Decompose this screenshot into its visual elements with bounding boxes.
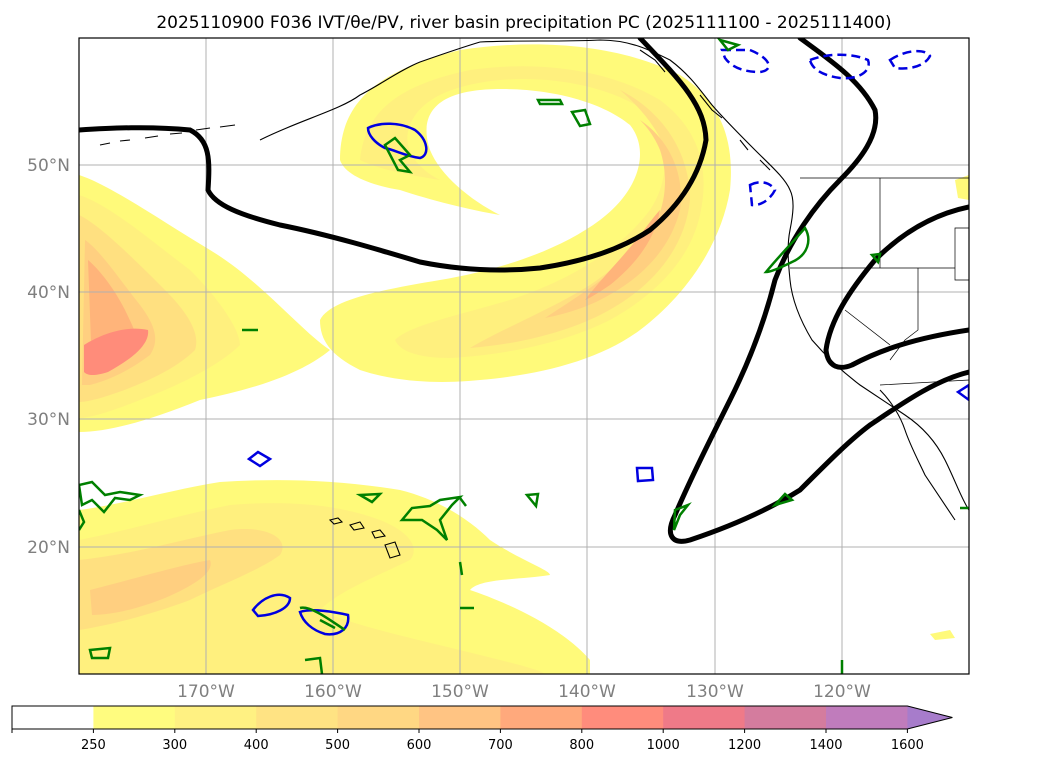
colorbar-tick-label: 1000: [647, 738, 680, 753]
ivt-region-east-small: [955, 175, 969, 200]
figure-title: 2025110900 F036 IVT/θe/PV, river basin p…: [156, 13, 891, 33]
colorbar-segment: [744, 706, 827, 729]
lat-label-50: 50°N: [27, 156, 70, 176]
theta-e-contour-coast: [668, 38, 969, 544]
pv-contour-6: [955, 383, 969, 402]
colorbar-segment: [256, 706, 339, 729]
lon-label-150w: 150°W: [431, 682, 489, 702]
hawaii-4: [384, 541, 401, 559]
theta-e-contours: [79, 38, 969, 544]
pv-contours-solid: [246, 122, 969, 636]
hawaii-3: [371, 529, 387, 539]
pv-contour-4: [251, 593, 292, 618]
colorbar-tick-label: 800: [569, 738, 594, 753]
colorbar-tick-label: 250: [81, 738, 106, 753]
colorbar-segment: [500, 706, 583, 729]
colorbar-segment: [93, 706, 176, 729]
colorbar-segment: [663, 706, 746, 729]
colorbar-outline: [11, 705, 953, 730]
pv-contour-2: [246, 450, 273, 468]
green-contours: [79, 38, 969, 674]
lon-label-170w: 170°W: [177, 682, 235, 702]
pv-contours-dashed: [720, 48, 932, 207]
ivt-region-ar-5: [585, 210, 660, 300]
ivt-region-south-4: [90, 560, 211, 615]
map-panel: 50°N 40°N 30°N 20°N 170°W 160°W 150°W 14…: [27, 37, 970, 702]
colorbar-segment: [419, 706, 501, 729]
lat-label-20: 20°N: [27, 538, 70, 558]
hawaii-1: [328, 517, 344, 525]
graticule: [79, 38, 969, 674]
lon-label-160w: 160°W: [304, 682, 362, 702]
lat-label-40: 40°N: [27, 283, 70, 303]
longitude-labels: 170°W 160°W 150°W 140°W 130°W 120°W: [177, 682, 871, 702]
colorbar-segment: [337, 706, 420, 729]
ivt-shading: [79, 44, 969, 674]
colorbar-tick-label: 400: [244, 738, 269, 753]
colorbar: 250 300 400 500 600 700 800 1000 1200 1400 1600: [11, 705, 953, 753]
theta-e-contour-ca: [823, 204, 969, 370]
colorbar-tick-label: 1200: [728, 738, 761, 753]
colorbar-segment: [581, 706, 664, 729]
colorbar-tick-label: 700: [488, 738, 513, 753]
lon-label-140w: 140°W: [558, 682, 616, 702]
colorbar-extend-arrow: [907, 706, 953, 729]
latitude-labels: 50°N 40°N 30°N 20°N: [27, 156, 70, 558]
hawaii-2: [349, 521, 365, 531]
pv-dashed-4: [748, 181, 777, 207]
colorbar-tick-label: 1400: [809, 738, 842, 753]
ivt-region-ar-3: [470, 90, 690, 348]
pv-dashed-3: [888, 49, 932, 70]
theta-e-contour-north: [79, 38, 709, 273]
colorbar-segment: [174, 706, 257, 729]
pv-dashed-2: [808, 53, 870, 80]
lat-label-30: 30°N: [27, 410, 70, 430]
pv-contour-5: [298, 609, 350, 636]
colorbar-segment: [12, 706, 94, 729]
colorbar-segment: [826, 706, 908, 729]
bc-coast-islands: [639, 49, 771, 171]
aleutian-islands: [99, 124, 236, 146]
colorbar-tick-label: 300: [162, 738, 187, 753]
pv-contour-1: [366, 122, 428, 160]
pv-dashed-1: [720, 48, 770, 74]
pv-contour-3: [635, 466, 655, 483]
ivt-region-east-tiny: [930, 630, 955, 640]
lon-label-120w: 120°W: [813, 682, 871, 702]
ivt-region-west-6: [84, 328, 149, 375]
colorbar-tick-label: 600: [407, 738, 432, 753]
lon-label-130w: 130°W: [686, 682, 744, 702]
colorbar-tick-label: 500: [325, 738, 350, 753]
colorbar-tick-label: 1600: [891, 738, 924, 753]
map-frame: [78, 37, 970, 675]
